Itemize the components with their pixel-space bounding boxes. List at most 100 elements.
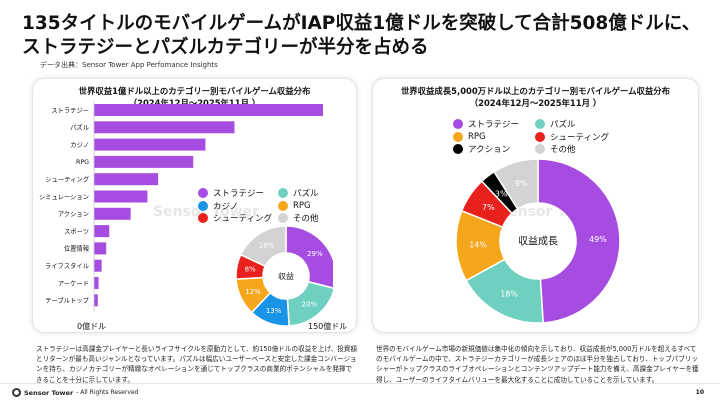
left-chart-panel: 世界収益1億ドル以上のカテゴリー別モバイルゲーム収益分布 （2024年12月〜2…: [32, 78, 357, 333]
bar: [94, 242, 107, 255]
legend-item: シューティング: [198, 212, 278, 225]
bar-category-label: アクション: [58, 210, 89, 218]
bar-category-label: パズル: [70, 123, 89, 132]
legend-label: アクション: [468, 145, 511, 156]
legend-swatch: [198, 213, 208, 224]
legend-item: カジノ: [198, 200, 278, 213]
legend-label: ストラテジー: [213, 189, 265, 200]
bar-category-label: シューティング: [45, 175, 89, 184]
bar-category-label: シミュレーション: [39, 194, 89, 201]
slide-title: 135タイトルのモバイルゲームがIAP収益1億ドルを突破して合計508億ドルに、…: [22, 12, 712, 60]
bar-category-label: スポーツ: [64, 227, 89, 235]
bar: [94, 138, 206, 151]
bar: [94, 277, 99, 289]
legend-item: ストラテジー: [198, 187, 278, 200]
bar: [94, 225, 110, 238]
bar-category-label: RPG: [76, 159, 89, 166]
slice-value-label: 49%: [589, 235, 607, 244]
bar: [94, 155, 194, 168]
bar-category-label: カジノ: [70, 141, 89, 149]
donut-center-label: 収益: [278, 271, 294, 281]
donut-chart-subtitle: （2024年12月〜2025年11月 ）: [469, 98, 602, 108]
donut-slice: [493, 158, 539, 210]
legend-label: シューティング: [550, 132, 609, 143]
slice-value-label: 3%: [495, 189, 508, 198]
donut-slice: [239, 225, 287, 268]
growth-donut-legend: ストラテジー パズル RPG シューティングアクション その他: [453, 118, 613, 156]
legend-swatch: [535, 119, 545, 130]
data-source: データ出典：Sensor Tower App Perfomance Insigh…: [40, 61, 218, 69]
slice-value-label: 20%: [301, 301, 317, 309]
right-commentary: 世界のモバイルゲーム市場の新規価値は集中化の傾向を示しており、収益成長が5,00…: [376, 345, 699, 384]
footer-divider: [0, 383, 720, 384]
slice-value-label: 9%: [515, 179, 528, 188]
legend-swatch: [198, 200, 208, 211]
legend-label: カジノ: [213, 201, 239, 212]
bar: [94, 121, 235, 134]
legend-swatch: [453, 131, 463, 142]
legend-item: その他: [278, 212, 348, 225]
legend-swatch: [278, 200, 288, 211]
slice-value-label: 18%: [500, 289, 518, 298]
bar: [94, 104, 323, 116]
bar-category-label: アーケード: [58, 279, 89, 287]
legend-label: RPG: [468, 131, 486, 142]
legend-label: その他: [293, 214, 319, 225]
revenue-donut-chart: 29% 20% 13% 12% 8% 18% 収益: [235, 225, 333, 327]
bar: [94, 173, 159, 186]
bar-chart-title-text: 世界収益1億ドル以上のカテゴリー別モバイルゲーム収益分布: [78, 86, 311, 96]
legend-item: ストラテジー: [453, 118, 535, 131]
donut-slice: [537, 158, 621, 324]
slice-value-label: 8%: [245, 266, 256, 274]
slice-value-label: 14%: [469, 241, 487, 250]
legend-label: パズル: [293, 189, 319, 200]
legend-item: その他: [535, 143, 625, 156]
bar-category-label: テーブルトップ: [45, 296, 89, 305]
bar-category-label: ストラテジー: [51, 106, 89, 114]
bar: [94, 190, 148, 203]
legend-swatch: [535, 131, 545, 142]
donut-center-label: 収益成長: [518, 235, 558, 248]
bar: [94, 294, 98, 307]
bar: [94, 259, 102, 272]
bar-chart-title: 世界収益1億ドル以上のカテゴリー別モバイルゲーム収益分布 （2024年12月〜2…: [33, 85, 356, 109]
slice-value-label: 13%: [266, 307, 282, 315]
legend-label: RPG: [293, 200, 311, 211]
legend-label: その他: [550, 145, 576, 156]
title-line-1: 135タイトルのモバイルゲームがIAP収益1億ドルを突破して合計508億ドルに、: [22, 13, 701, 34]
revenue-donut-legend: ストラテジー パズルカジノ RPG シューティング その他: [198, 187, 348, 225]
x-axis-end-label: 150億ドル: [308, 322, 348, 331]
legend-swatch: [453, 144, 463, 155]
slice-value-label: 12%: [245, 288, 261, 296]
slice-value-label: 7%: [482, 203, 495, 212]
sensor-tower-logo-icon: [12, 388, 21, 397]
legend-swatch: [278, 188, 288, 199]
donut-chart-title-text: 世界収益成長5,000万ドル以上のカテゴリー別モバイルゲーム収益分布: [400, 86, 671, 96]
title-line-2: ストラテジーとパズルカテゴリーが半分を占める: [22, 37, 429, 58]
legend-item: パズル: [278, 187, 348, 200]
bar-category-label: ライフスタイル: [45, 261, 89, 270]
donut-chart-title: 世界収益成長5,000万ドル以上のカテゴリー別モバイルゲーム収益分布 （2024…: [373, 85, 698, 109]
bar-chart: ストラテジーパズルカジノRPGシューティングシミュレーションアクションスポーツ位…: [39, 101, 323, 312]
legend-swatch: [278, 213, 288, 224]
x-axis-start-label: 0億ドル: [77, 322, 107, 331]
left-commentary: ストラテジーは高課金プレイヤーと長いライフサイクルを原動力として、約150億ドル…: [36, 345, 357, 384]
legend-item: シューティング: [535, 131, 625, 144]
growth-donut-chart: 49% 18% 14% 7%3% 9% 収益成長: [455, 158, 621, 324]
footer-brand-name: Sensor Tower: [24, 388, 74, 397]
donut-slice: [285, 225, 333, 289]
legend-item: RPG: [278, 200, 348, 213]
slice-value-label: 18%: [259, 242, 275, 250]
legend-label: パズル: [550, 120, 576, 131]
legend-item: アクション: [453, 143, 535, 156]
footer-rights: - All Rights Reserved: [76, 389, 139, 396]
bar-chart-subtitle: （2024年12月〜2025年11月 ）: [128, 98, 261, 108]
legend-item: パズル: [535, 118, 625, 131]
slice-value-label: 29%: [307, 250, 323, 258]
legend-label: シューティング: [213, 214, 272, 225]
legend-label: ストラテジー: [468, 120, 520, 131]
legend-swatch: [535, 144, 545, 155]
page-number: 10: [695, 389, 704, 396]
bar: [94, 207, 131, 220]
bar-category-label: 位置情報: [64, 244, 90, 253]
